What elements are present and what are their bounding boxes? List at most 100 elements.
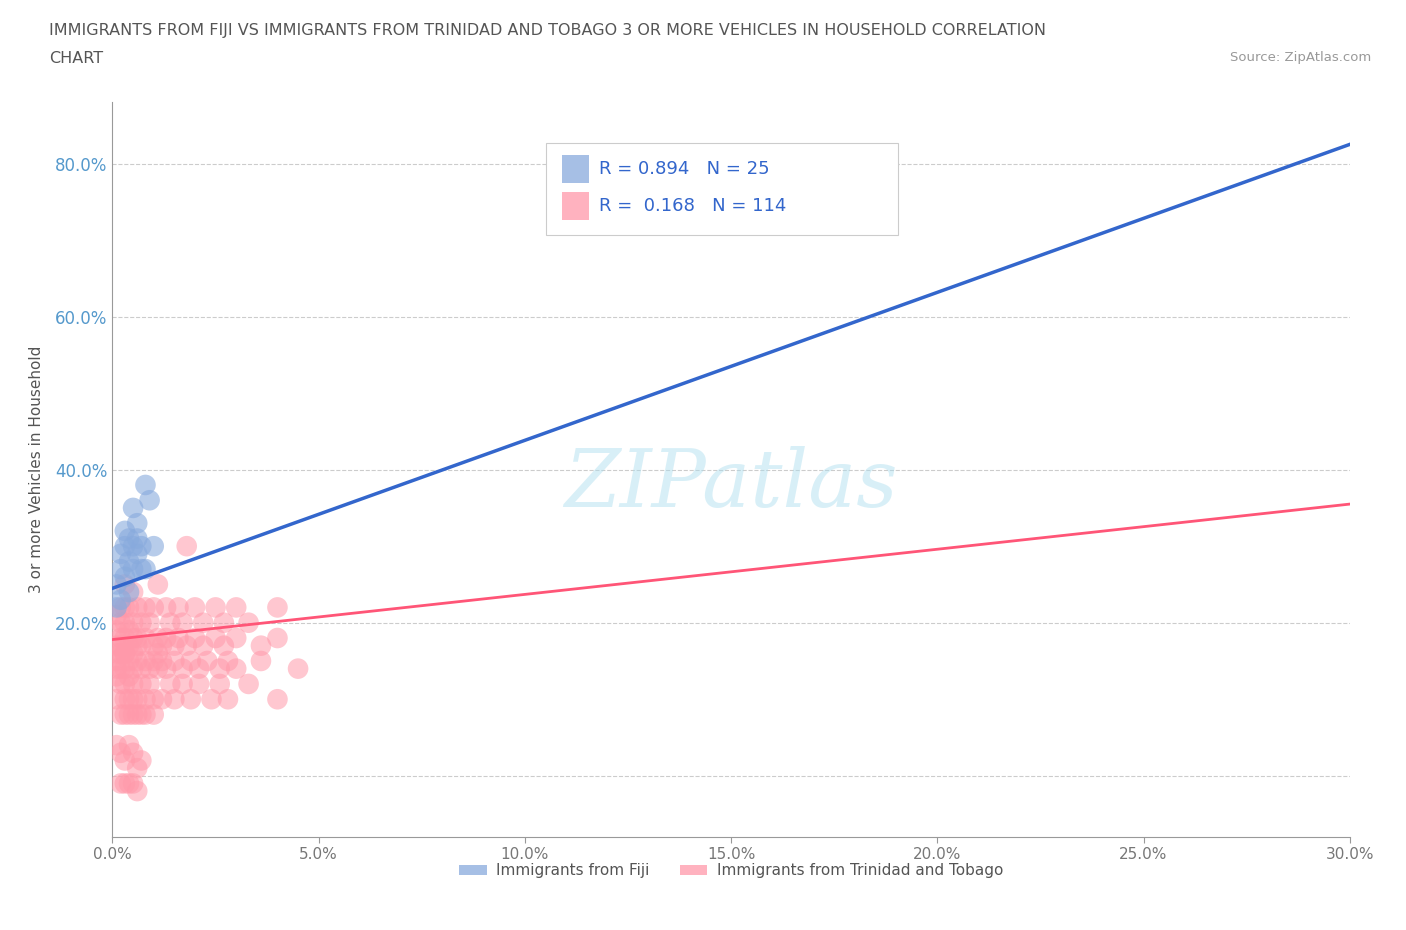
Point	[131, 538, 153, 553]
Point	[118, 638, 141, 653]
Point	[193, 616, 215, 631]
Point	[122, 692, 145, 707]
Point	[138, 661, 160, 676]
Point	[217, 692, 239, 707]
Point	[155, 600, 177, 615]
Point	[105, 623, 128, 638]
Point	[110, 645, 132, 660]
Point	[146, 577, 169, 591]
Point	[163, 638, 186, 653]
Point	[118, 600, 141, 615]
Text: R = 0.894   N = 25: R = 0.894 N = 25	[599, 160, 769, 179]
Point	[761, 187, 783, 202]
Point	[122, 631, 145, 645]
Point	[134, 707, 156, 722]
Point	[204, 631, 226, 645]
Point	[114, 707, 136, 722]
Point	[188, 661, 211, 676]
Point	[167, 600, 190, 615]
Point	[110, 592, 132, 607]
Point	[127, 784, 149, 799]
Point	[208, 661, 231, 676]
Point	[127, 547, 149, 562]
Point	[127, 654, 149, 669]
Point	[110, 616, 132, 631]
FancyBboxPatch shape	[546, 142, 898, 234]
Point	[225, 631, 247, 645]
Point	[172, 661, 194, 676]
Point	[250, 654, 273, 669]
Point	[105, 669, 128, 684]
Point	[110, 776, 132, 790]
Point	[105, 600, 128, 615]
Point	[184, 600, 207, 615]
Legend: Immigrants from Fiji, Immigrants from Trinidad and Tobago: Immigrants from Fiji, Immigrants from Tr…	[453, 857, 1010, 884]
Point	[679, 156, 702, 171]
Point	[134, 692, 156, 707]
Point	[131, 661, 153, 676]
Point	[127, 692, 149, 707]
Text: Source: ZipAtlas.com: Source: ZipAtlas.com	[1230, 51, 1371, 64]
Point	[122, 500, 145, 515]
Point	[142, 707, 165, 722]
Point	[146, 645, 169, 660]
Point	[118, 623, 141, 638]
Point	[114, 676, 136, 691]
Point	[105, 577, 128, 591]
Bar	[561, 192, 589, 219]
Point	[150, 654, 173, 669]
Point	[138, 493, 160, 508]
Point	[138, 616, 160, 631]
Point	[122, 745, 145, 760]
Point	[122, 676, 145, 691]
Point	[134, 477, 156, 492]
Point	[225, 600, 247, 615]
Point	[118, 669, 141, 684]
Point	[131, 753, 153, 768]
Point	[159, 676, 181, 691]
Point	[134, 631, 156, 645]
Point	[134, 600, 156, 615]
Point	[105, 661, 128, 676]
Point	[184, 631, 207, 645]
Point	[172, 676, 194, 691]
Point	[146, 661, 169, 676]
Point	[131, 638, 153, 653]
Point	[159, 616, 181, 631]
Point	[114, 631, 136, 645]
Point	[122, 562, 145, 577]
Point	[238, 616, 260, 631]
Point	[114, 753, 136, 768]
Point	[105, 638, 128, 653]
Point	[122, 616, 145, 631]
Point	[110, 676, 132, 691]
Point	[266, 692, 288, 707]
Point	[217, 654, 239, 669]
Point	[131, 707, 153, 722]
Point	[118, 737, 141, 752]
Point	[134, 562, 156, 577]
Point	[176, 638, 198, 653]
Point	[131, 676, 153, 691]
Point	[110, 631, 132, 645]
Point	[122, 585, 145, 600]
Point	[114, 661, 136, 676]
Point	[208, 676, 231, 691]
Point	[118, 554, 141, 569]
Point	[238, 676, 260, 691]
Point	[127, 631, 149, 645]
Text: CHART: CHART	[49, 51, 103, 66]
Point	[142, 638, 165, 653]
Point	[127, 600, 149, 615]
Point	[163, 654, 186, 669]
Point	[212, 616, 235, 631]
Point	[287, 661, 309, 676]
Point	[105, 737, 128, 752]
Point	[114, 616, 136, 631]
Point	[114, 645, 136, 660]
Point	[138, 676, 160, 691]
Point	[118, 692, 141, 707]
Point	[180, 692, 202, 707]
Point	[118, 654, 141, 669]
Point	[266, 600, 288, 615]
